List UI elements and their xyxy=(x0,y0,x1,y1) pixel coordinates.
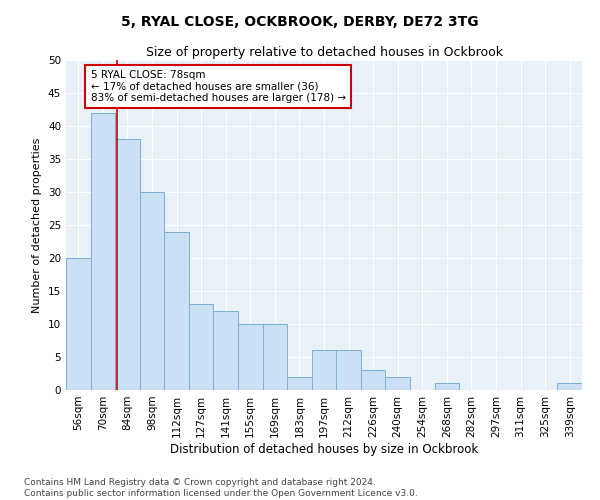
Bar xyxy=(238,324,263,390)
Bar xyxy=(434,384,459,390)
Bar xyxy=(66,258,91,390)
Bar xyxy=(557,384,582,390)
Title: Size of property relative to detached houses in Ockbrook: Size of property relative to detached ho… xyxy=(146,46,503,59)
Bar xyxy=(263,324,287,390)
Bar xyxy=(214,311,238,390)
Bar xyxy=(361,370,385,390)
Text: 5, RYAL CLOSE, OCKBROOK, DERBY, DE72 3TG: 5, RYAL CLOSE, OCKBROOK, DERBY, DE72 3TG xyxy=(121,15,479,29)
X-axis label: Distribution of detached houses by size in Ockbrook: Distribution of detached houses by size … xyxy=(170,442,478,456)
Bar xyxy=(287,377,312,390)
Bar xyxy=(385,377,410,390)
Text: Contains HM Land Registry data © Crown copyright and database right 2024.
Contai: Contains HM Land Registry data © Crown c… xyxy=(24,478,418,498)
Y-axis label: Number of detached properties: Number of detached properties xyxy=(32,138,43,312)
Bar xyxy=(336,350,361,390)
Bar xyxy=(91,113,115,390)
Text: 5 RYAL CLOSE: 78sqm
← 17% of detached houses are smaller (36)
83% of semi-detach: 5 RYAL CLOSE: 78sqm ← 17% of detached ho… xyxy=(91,70,346,103)
Bar xyxy=(164,232,189,390)
Bar xyxy=(189,304,214,390)
Bar xyxy=(115,139,140,390)
Bar xyxy=(312,350,336,390)
Bar xyxy=(140,192,164,390)
